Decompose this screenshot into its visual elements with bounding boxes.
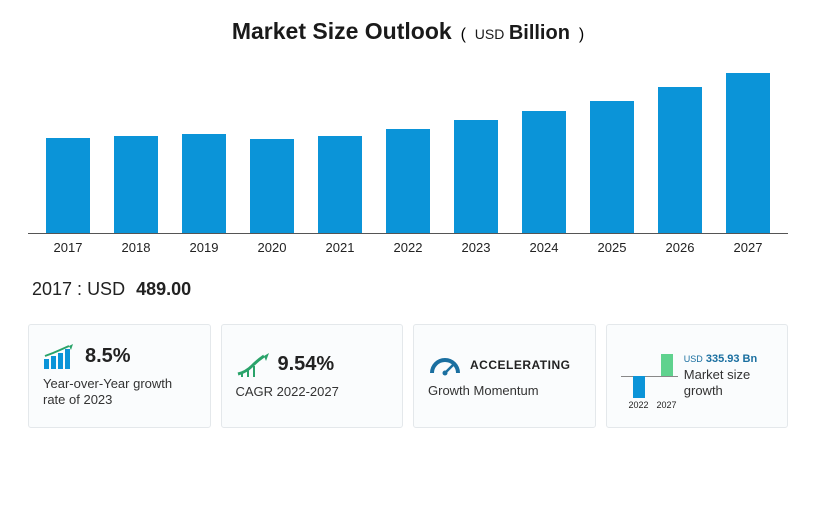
highlight-currency: USD [87,279,125,299]
growth-desc: Market size growth [684,367,773,398]
bar [42,138,94,233]
x-axis-label: 2019 [178,240,230,255]
bar [654,87,706,233]
x-axis-label: 2018 [110,240,162,255]
x-axis-label: 2027 [722,240,774,255]
bar [178,134,230,233]
card-momentum: ACCELERATING Growth Momentum [413,324,596,428]
mini-bar-from [633,376,645,398]
infographic-root: Market Size Outlook ( USD Billion ) 2017… [0,0,816,528]
yoy-desc: Year-over-Year growth rate of 2023 [43,376,196,409]
bar [110,136,162,233]
x-axis-label: 2026 [654,240,706,255]
growth-arrow-icon [236,352,270,378]
x-axis-label: 2021 [314,240,366,255]
highlight-stat: 2017 : USD 489.00 [28,279,788,300]
gauge-icon [428,353,462,377]
x-axis-label: 2025 [586,240,638,255]
bar-chart-x-axis: 2017 2018 2019 2020 2021 2022 2023 2024 2025 2026… [28,240,788,255]
mini-bar-to [661,354,673,376]
highlight-value: 489.00 [136,279,191,299]
bar [518,111,570,233]
card-cagr: 9.54% CAGR 2022-2027 [221,324,404,428]
momentum-desc: Growth Momentum [428,383,581,399]
bar-growth-icon [43,344,77,370]
x-axis-label: 2020 [246,240,298,255]
bar [382,129,434,233]
mini-bar-chart: 2022 2027 [621,346,678,406]
card-growth: 2022 2027 USD 335.93 Bn Market size grow… [606,324,789,428]
metric-cards-row: 8.5% Year-over-Year growth rate of 2023 … [28,324,788,428]
chart-title: Market Size Outlook [232,18,452,44]
mini-label-from: 2022 [628,400,650,410]
momentum-label: ACCELERATING [470,358,570,372]
bar [314,136,366,233]
card-yoy: 8.5% Year-over-Year growth rate of 2023 [28,324,211,428]
title-unit: USD [475,26,505,42]
x-axis-label: 2017 [42,240,94,255]
x-axis-label: 2024 [518,240,570,255]
mini-label-to: 2027 [656,400,678,410]
title-scale: Billion [509,22,570,44]
highlight-year: 2017 [32,279,72,299]
bar [722,73,774,233]
cagr-value: 9.54% [278,353,335,376]
bar [246,139,298,233]
x-axis-label: 2023 [450,240,502,255]
bar-chart [28,59,788,234]
x-axis-label: 2022 [382,240,434,255]
yoy-value: 8.5% [85,345,131,368]
bar [586,101,638,233]
bar [450,120,502,233]
growth-amount: USD 335.93 Bn [684,353,773,365]
title-row: Market Size Outlook ( USD Billion ) [28,18,788,45]
cagr-desc: CAGR 2022-2027 [236,384,389,400]
